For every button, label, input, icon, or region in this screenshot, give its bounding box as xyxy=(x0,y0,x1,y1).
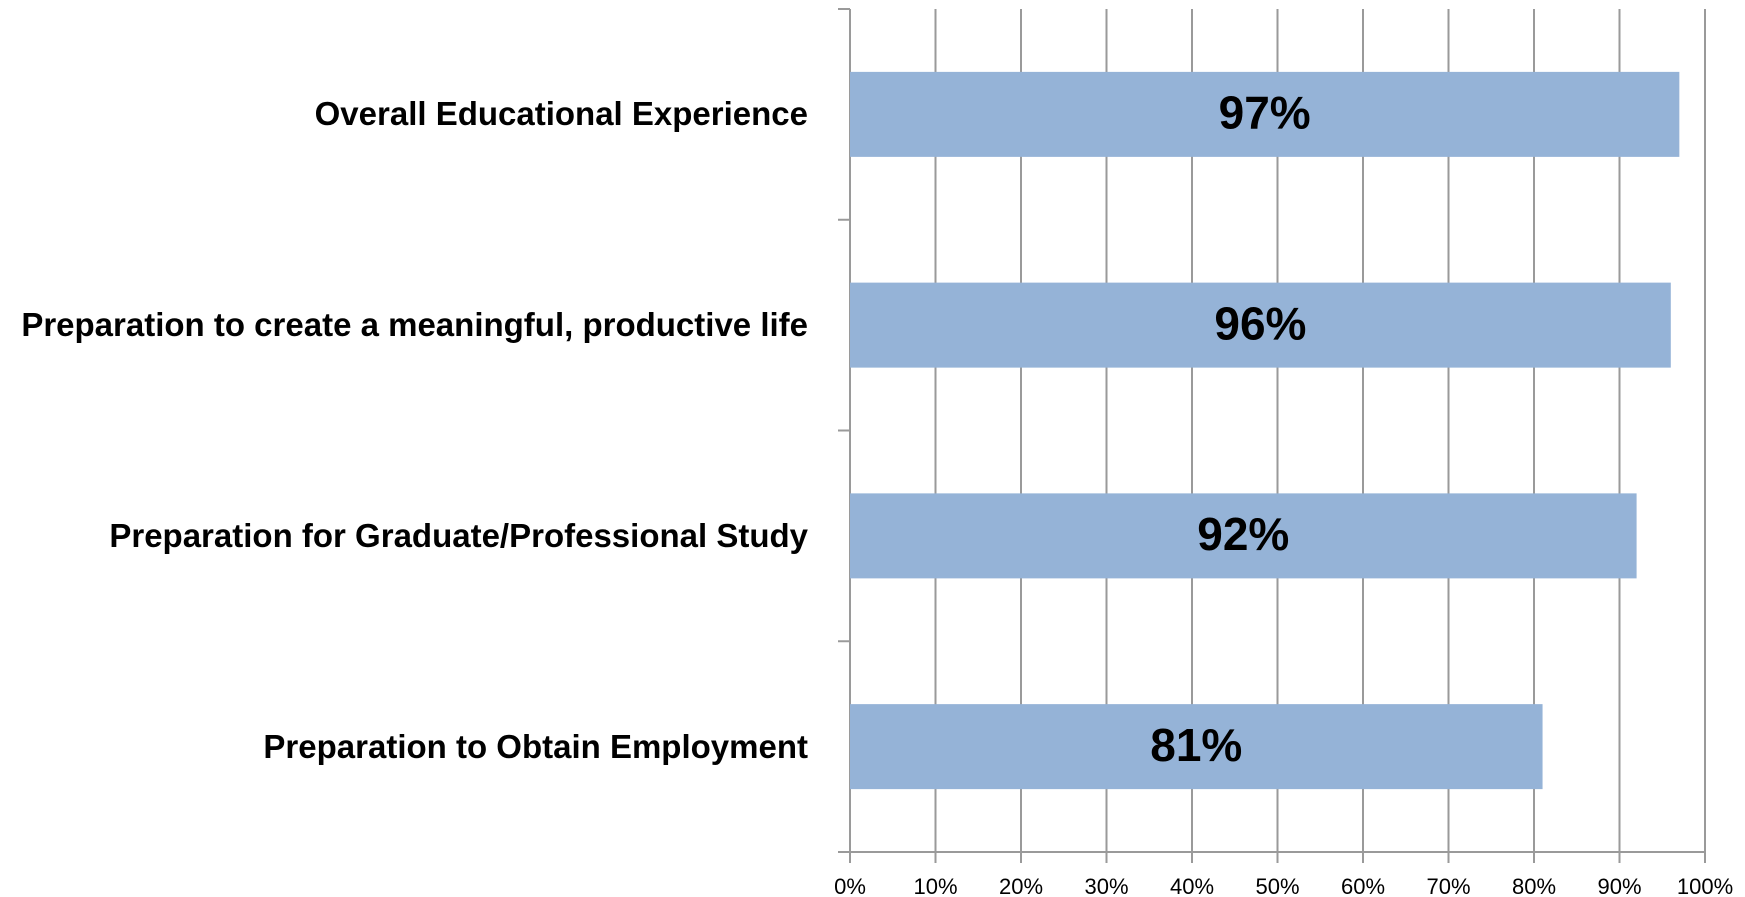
y-tick-label: Overall Educational Experience xyxy=(314,95,808,133)
data-label: 92% xyxy=(1197,508,1289,560)
data-label: 81% xyxy=(1150,719,1242,771)
x-tick-label: 20% xyxy=(999,874,1043,897)
bar xyxy=(850,282,1671,368)
x-tick-label: 10% xyxy=(913,874,957,897)
x-tick-label: 40% xyxy=(1170,874,1214,897)
y-tick-label: Preparation to create a meaningful, prod… xyxy=(21,306,808,344)
bar xyxy=(850,71,1680,157)
x-tick-label: 100% xyxy=(1677,874,1733,897)
x-tick-label: 50% xyxy=(1255,874,1299,897)
x-tick-label: 30% xyxy=(1084,874,1128,897)
x-tick-label: 70% xyxy=(1426,874,1470,897)
x-tick-label: 0% xyxy=(834,874,866,897)
x-tick-label: 90% xyxy=(1597,874,1641,897)
data-label: 96% xyxy=(1214,297,1306,349)
bar xyxy=(850,493,1637,579)
x-tick-label: 80% xyxy=(1512,874,1556,897)
x-tick-label: 60% xyxy=(1341,874,1385,897)
bar xyxy=(850,704,1543,790)
data-label: 97% xyxy=(1219,87,1311,139)
y-tick-label: Preparation to Obtain Employment xyxy=(263,727,808,765)
y-tick-label: Preparation for Graduate/Professional St… xyxy=(109,516,808,554)
